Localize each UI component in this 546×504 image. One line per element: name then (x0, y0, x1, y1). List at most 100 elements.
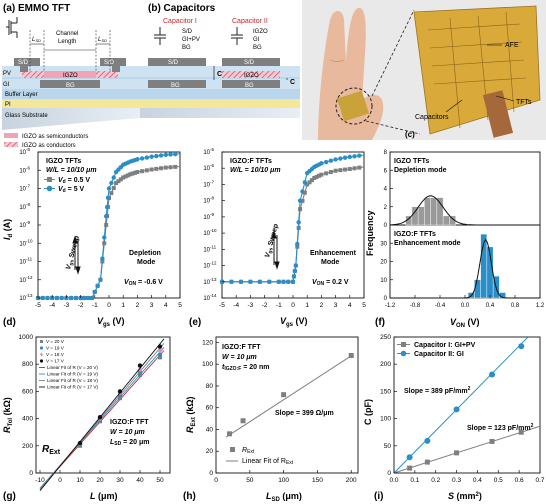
e-title-2: W/L = 10/10 μm (230, 167, 281, 174)
g-point (137, 367, 143, 373)
e-point (286, 279, 291, 284)
h-info-1: IGZO:F TFT (222, 344, 261, 351)
e-ytick-exp: -8 (210, 196, 214, 201)
panel-label-c: (c) (405, 130, 415, 139)
capacitor-1-symbol-icon (154, 27, 166, 45)
g-legend-fit-label: Linear Fit of R (V = 19 V) (47, 372, 98, 377)
g-legend-fit-label: Linear Fit of R (V = 18 V) (47, 378, 98, 383)
e-ytick-label: 10 (203, 199, 210, 205)
d-point (135, 157, 140, 162)
d-ytick-exp: -5 (26, 147, 30, 152)
legend-cond-swatch (4, 142, 18, 147)
f-top-title-1: IGZO TFTs (394, 158, 429, 165)
panel-c-photo: AFE TFTs Capacitors (c) (302, 0, 546, 140)
d-ytick-exp: -7 (26, 184, 30, 189)
d-point (111, 186, 116, 191)
f-bottom-fit-curve (390, 238, 540, 299)
e-point (307, 180, 312, 185)
g-legend-label: V = 18 V (46, 352, 65, 357)
g-plot-frame (35, 336, 171, 474)
g-point (157, 348, 163, 354)
h-xtick-label: 50 (246, 477, 254, 484)
h-xtick-label: 150 (312, 477, 323, 484)
d-point (89, 295, 95, 301)
f-xtick-label: 0.8 (511, 303, 520, 309)
h-info-2: W = 10 μm (222, 354, 257, 361)
e-mode-1: Enhancement (310, 250, 357, 257)
d-point (92, 289, 98, 295)
h-ytick-label: 40 (206, 426, 214, 433)
d-xlabel: Vgs (V) (97, 316, 125, 328)
g-xtick-label: 20 (96, 477, 104, 484)
cap1-top-electrode (148, 58, 206, 66)
e-point (297, 198, 303, 203)
e-mode-2: Mode (321, 259, 339, 266)
g-point (117, 389, 123, 394)
e-point (298, 207, 303, 212)
g-point (97, 415, 103, 420)
e-ytick-label: 10 (203, 247, 210, 253)
h-point (240, 418, 246, 424)
g-point (158, 355, 162, 360)
e-xtick-label: -3 (248, 302, 254, 309)
d-point (102, 235, 107, 240)
h-point (227, 431, 233, 437)
legend-semi-label: IGZO as semiconductors (22, 134, 88, 140)
e-ytick-exp: -5 (210, 147, 214, 152)
d-point (103, 214, 109, 219)
panel-d-chart: IGZO TFTs W/L = 10/10 μm Vd = 0.5 V Vd =… (2, 147, 182, 328)
palm-chip-image (336, 90, 370, 122)
e-xtick-label: 5 (362, 302, 366, 309)
d-point (109, 180, 114, 186)
e-point (312, 175, 317, 180)
i-ytick-label: 250 (380, 334, 391, 341)
d-title-2: W/L = 10/10 μm (46, 167, 97, 174)
panel-i-chart: Capacitor I: GI+PV Capacitor II: GI Slop… (363, 334, 545, 502)
pv-label: PV (3, 71, 11, 77)
h-info-3: tIGZO:F = 20 nm (222, 364, 270, 372)
h-legend-1: RExt (242, 447, 255, 455)
g-point (157, 352, 163, 357)
cap1-layer-1: S/D (182, 29, 193, 35)
h-plot-frame (215, 336, 359, 474)
i-point (453, 406, 460, 413)
d-point (118, 177, 123, 182)
cap2-layer-3: BG (253, 45, 262, 51)
d-point (116, 179, 121, 184)
d-point (140, 169, 145, 174)
d-point (73, 295, 79, 301)
panel-f-chart: IGZO TFTs Depletion mode IGZO:F TFTs Enh… (365, 150, 545, 329)
e-point (296, 220, 301, 225)
f-ytick-top-label: 2 (384, 205, 388, 211)
g-ylabel: RTol (kΩ) (2, 397, 14, 433)
d-point (163, 152, 168, 158)
e-xlabel: Vgs (V) (280, 316, 308, 328)
d-ytick-label: 10 (19, 296, 26, 302)
cap2-bottom-electrode (222, 80, 280, 88)
buffer-layer (2, 89, 140, 99)
d-point (104, 223, 109, 227)
f-ytick-bot-label: 10 (380, 278, 387, 284)
g-ytick-label: 0 (29, 470, 33, 477)
e-point (347, 166, 352, 171)
i-ytick-label: 50 (384, 443, 392, 450)
f-xtick-label: -0.8 (410, 303, 421, 309)
i-xtick-label: 0.6 (515, 477, 524, 484)
e-point (300, 189, 305, 194)
d-xtick-label: 1 (121, 302, 125, 309)
panel-label-d: (d) (3, 317, 16, 328)
g-ytick-label: 600 (22, 388, 33, 395)
e-point (302, 190, 307, 195)
source-electrode (14, 58, 40, 66)
d-point (133, 170, 138, 175)
d-point (114, 181, 119, 186)
d-point (104, 204, 110, 210)
e-xtick-label: 1 (305, 302, 309, 309)
d-von: VON = -0.6 V (124, 279, 163, 287)
g-rext-label: RExt (42, 444, 61, 456)
f-ytick-bot-label: 0 (384, 296, 388, 302)
d-ytick-exp: -12 (26, 275, 33, 280)
i-point (518, 343, 525, 350)
e-point (292, 268, 298, 274)
